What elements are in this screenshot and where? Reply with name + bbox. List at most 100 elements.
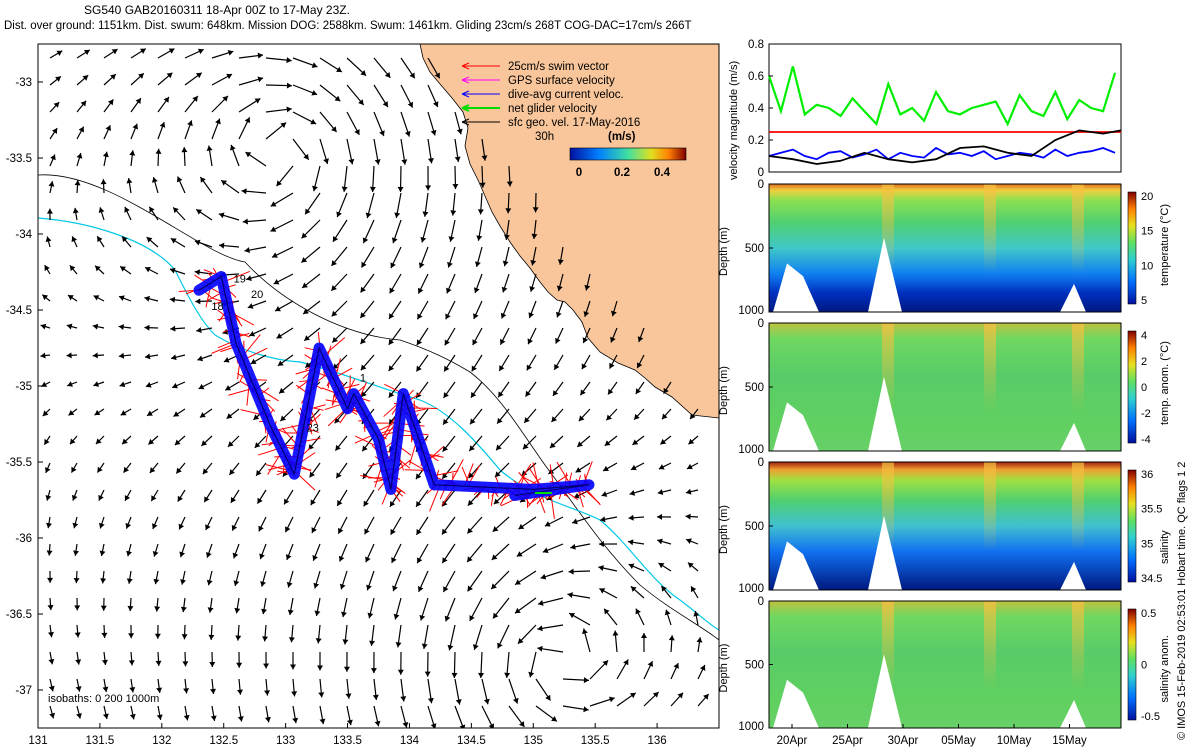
geo-vector-head (280, 122, 287, 129)
map-y-tick-label: -33 (15, 77, 32, 89)
geo-vector-head (105, 125, 111, 131)
geo-vector-head (100, 578, 107, 584)
geo-vector-head (430, 723, 437, 728)
geo-vector-head (287, 609, 294, 616)
geo-vector-head (537, 645, 543, 652)
colorbar-label: salinity anom. (1159, 635, 1171, 702)
geo-vector-head (583, 311, 590, 317)
geo-vector-head (174, 439, 181, 446)
section-salinity: 0 500 1000 Depth (m) 34.5 35 35.5 36 salinity (718, 457, 1171, 595)
geo-vector-head (201, 440, 208, 446)
geo-vector-head (390, 528, 396, 535)
geo-vector-head (607, 388, 614, 395)
geo-vector-head (451, 672, 458, 678)
geo-vector-head (568, 568, 574, 575)
geo-vector-head (450, 210, 457, 216)
geo-vector-head (233, 580, 240, 586)
geo-vector-head (512, 697, 519, 704)
geo-vector-head (360, 70, 367, 76)
geo-vector-head (314, 610, 321, 617)
geo-vector-head (226, 413, 233, 419)
geo-vector-head (229, 469, 235, 475)
geo-vector-head (658, 464, 665, 470)
geo-vector-head (540, 573, 547, 580)
geo-vector-head (609, 362, 615, 369)
geo-vector-head (97, 236, 103, 243)
geo-vector-head (348, 158, 355, 165)
geo-vector-head (652, 692, 659, 698)
geo-vector-head (521, 470, 528, 476)
geo-vector-head (149, 206, 155, 213)
geo-vector-head (472, 339, 478, 346)
geo-vector-head (205, 524, 211, 531)
geo-vector-head (420, 236, 427, 243)
geo-vector-head (249, 330, 256, 337)
geo-vector-head (311, 62, 318, 68)
geo-vector-head (661, 413, 668, 420)
date-tick-label: 15May (1052, 735, 1087, 747)
depth-tick-label: 500 (745, 382, 764, 394)
geo-vector-head (53, 102, 60, 108)
geo-vector-head (634, 413, 640, 420)
velocity-panel: 0 0.2 0.4 0.6 0.8 velocity magnitude (m/s) (728, 39, 1122, 180)
geo-vector-head (258, 525, 264, 532)
geo-vector-head (309, 471, 315, 478)
geo-vector-head (362, 445, 368, 452)
geo-vector-head (95, 265, 101, 272)
geo-vector-head (445, 313, 451, 320)
geo-vector-head (284, 526, 291, 533)
geo-vector-head (231, 524, 238, 531)
geo-vector-head (341, 611, 347, 618)
geo-vector-head (125, 522, 132, 529)
geo-vector-head (505, 208, 512, 214)
depth-tick-label: 0 (758, 318, 764, 330)
geo-vector-head (338, 555, 345, 562)
geo-vector-head (163, 96, 169, 103)
geo-vector-head (364, 528, 370, 535)
map-y-tick-label: -34.5 (6, 305, 32, 317)
track-date-label: 18 (211, 301, 223, 313)
geo-vector-head (102, 713, 109, 720)
geo-vector-head (180, 579, 186, 585)
no-data-region (773, 541, 819, 590)
velocity-series-line (767, 66, 1117, 127)
geo-vector-head (372, 694, 379, 700)
geo-vector-head (430, 129, 437, 136)
geo-vector-head (388, 418, 395, 425)
geo-vector-head (545, 694, 551, 701)
geo-vector-head (71, 466, 77, 473)
geo-vector-head (92, 352, 98, 359)
map-x-tick-label: 133 (276, 735, 295, 747)
geo-vector-head (244, 117, 251, 124)
colorbar-tick: 0 (576, 167, 582, 179)
geo-vector-head (171, 354, 177, 361)
geo-vector-head (686, 538, 692, 545)
geo-vector-head (48, 658, 55, 665)
geo-vector-head (443, 418, 449, 425)
eddy-signature (984, 601, 996, 690)
geo-vector-head (124, 494, 131, 501)
geo-vector-head (179, 551, 186, 558)
geo-vector-head (247, 303, 254, 309)
depth-tick-label: 1000 (738, 583, 764, 595)
geo-vector-head (42, 294, 49, 301)
geo-vector-head (80, 100, 87, 107)
section-field (769, 462, 1121, 590)
geo-vector-head (374, 159, 381, 165)
geo-vector-head (578, 415, 585, 422)
geo-vector-head (151, 495, 157, 502)
geo-vector-head (192, 96, 198, 102)
geo-vector-head (110, 74, 116, 80)
geo-vector-head (311, 527, 317, 533)
map-x-tick-label: 135.5 (581, 735, 610, 747)
section-salinity_anomaly: 0 500 1000 Depth (m) -0.5 0 0.5 salinity anom. 2… (718, 596, 1171, 747)
geo-vector-head (515, 579, 521, 585)
geo-vector-head (173, 207, 179, 214)
colorbar-tick: 0.2 (614, 167, 630, 179)
geo-vector-head (147, 410, 153, 416)
eddy-signature (1072, 462, 1084, 552)
colorbar-tick-label: -0.5 (1141, 711, 1160, 723)
date-tick-label: 05May (941, 735, 976, 747)
geo-vector-head (447, 644, 454, 651)
geo-vector-head (354, 129, 360, 135)
